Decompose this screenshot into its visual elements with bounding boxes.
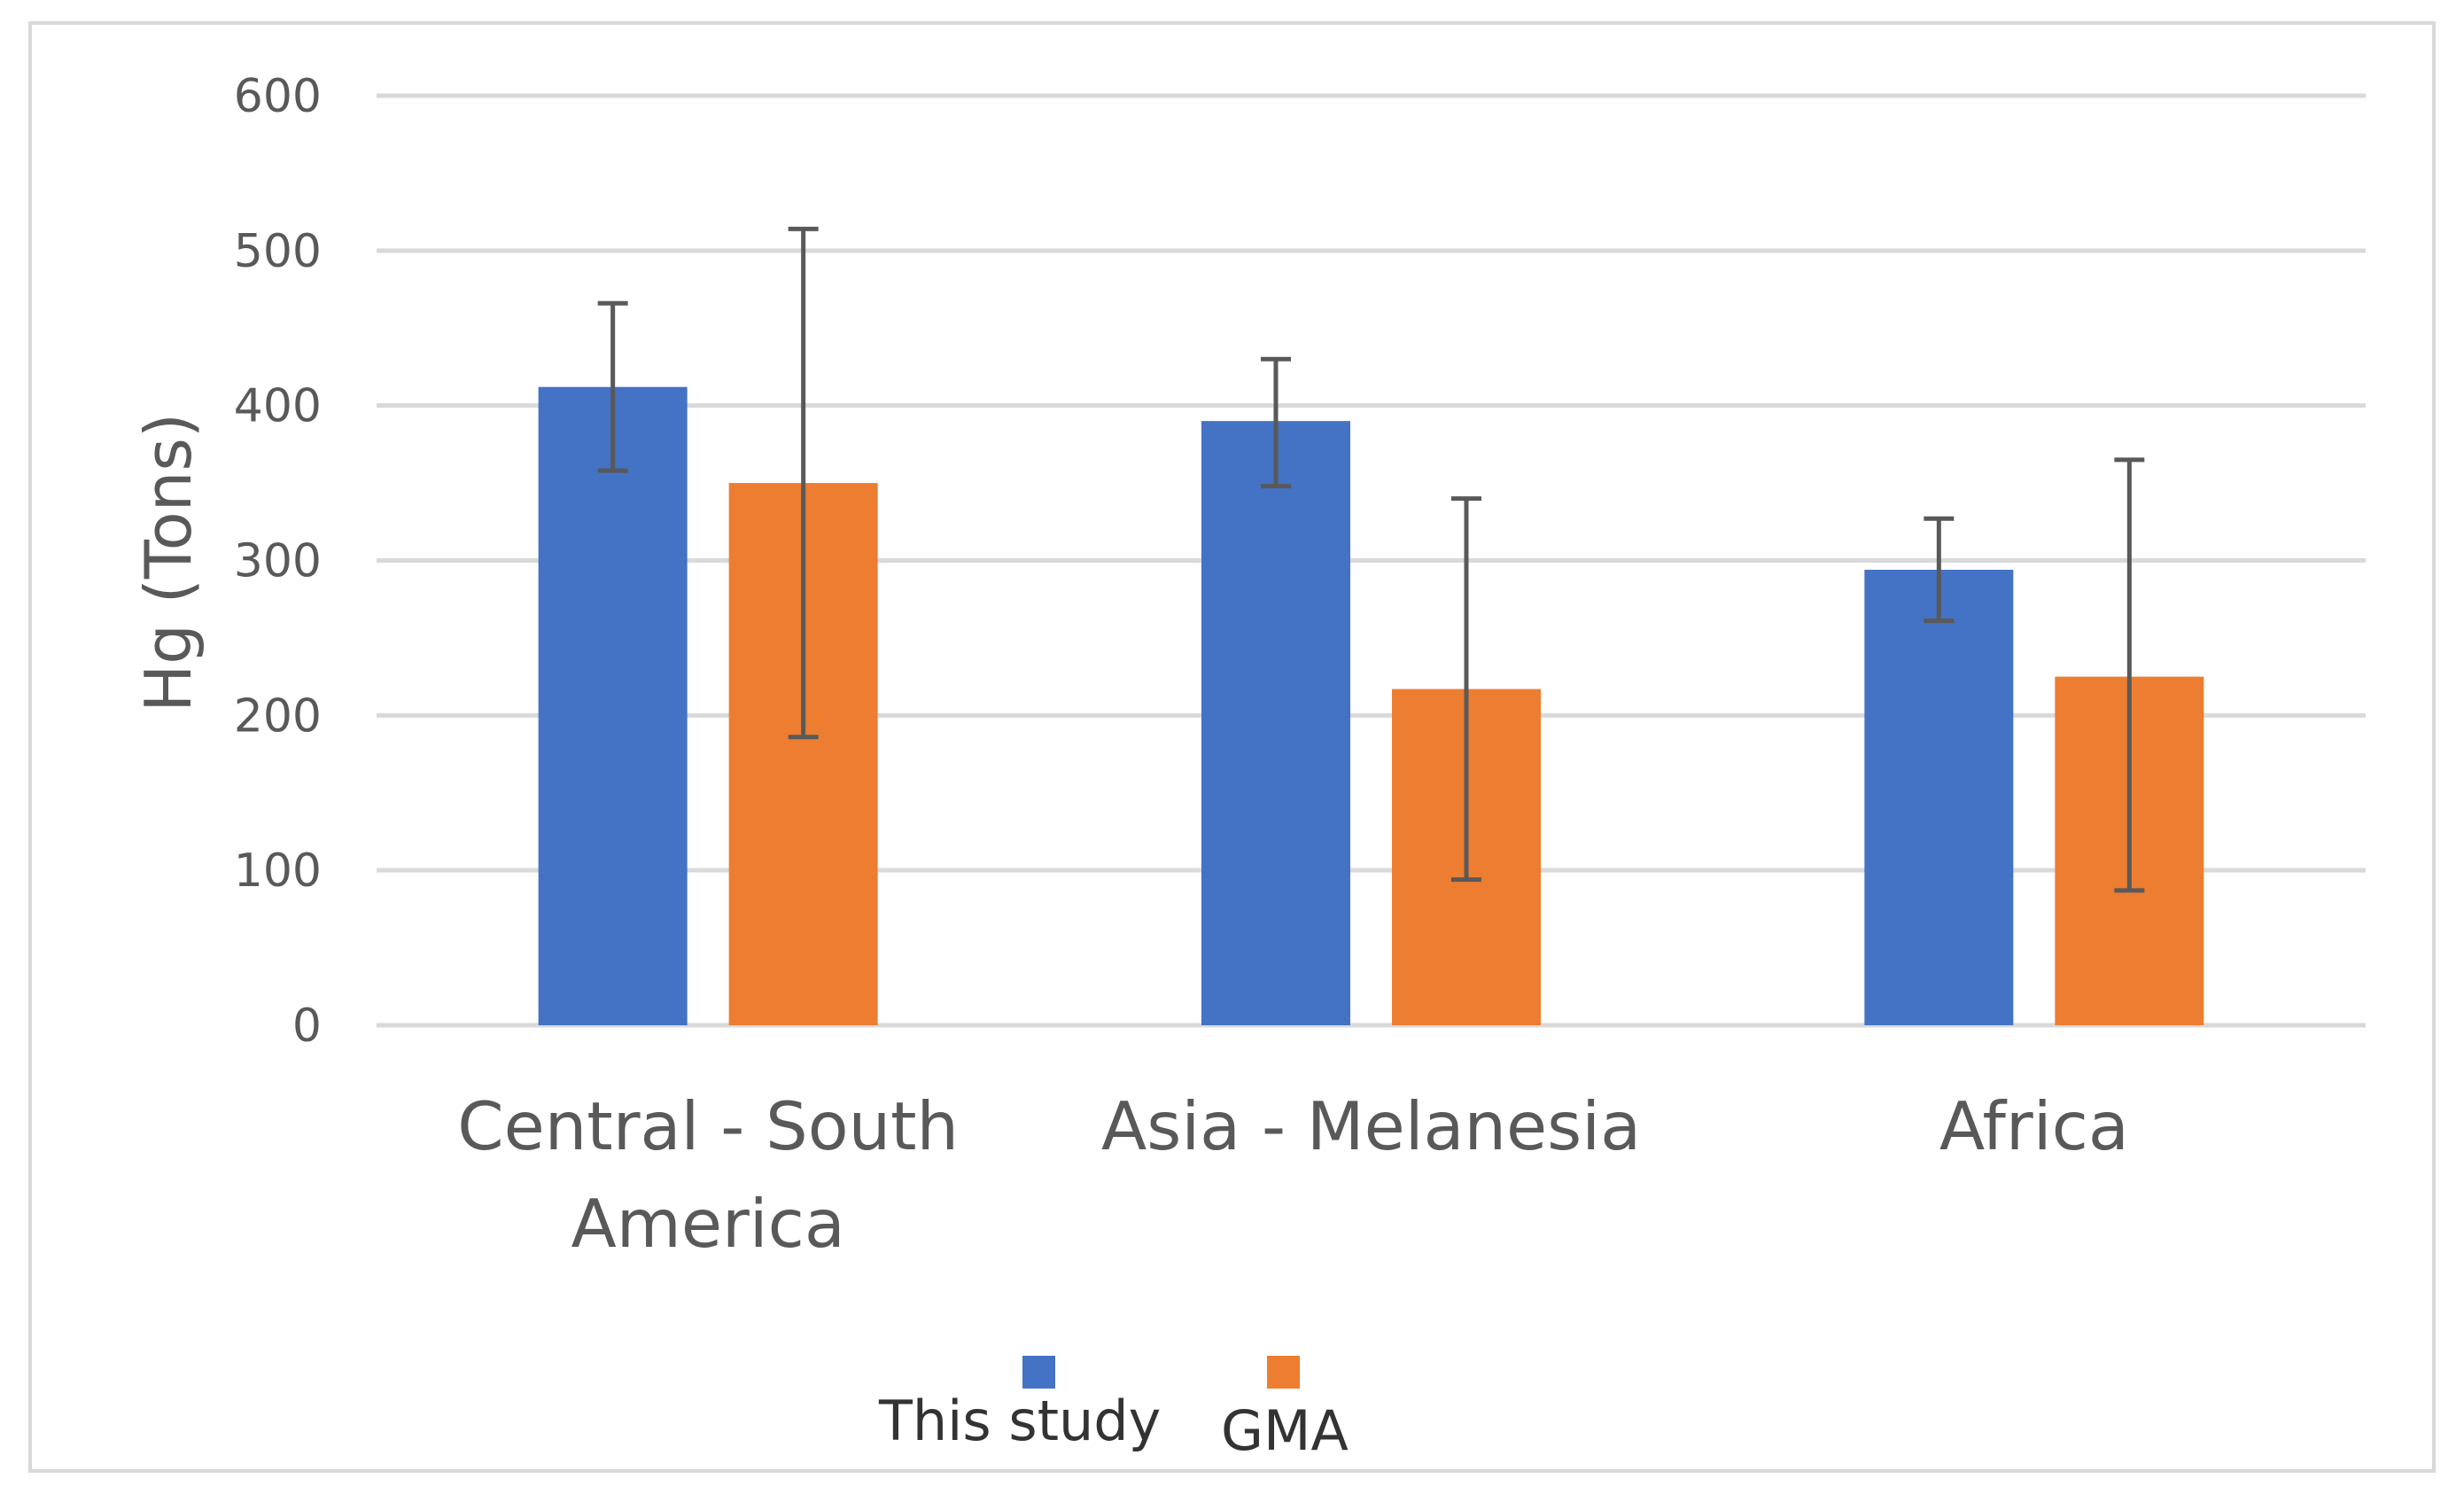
y-tick-label: 500 [234, 225, 322, 278]
bar-this-study-1 [538, 386, 688, 1026]
legend-swatch [1022, 1356, 1055, 1389]
y-tick-label: 400 [234, 380, 322, 433]
y-tick-label: 300 [234, 535, 322, 588]
x-axis-category-labels: Central - South America Asia - Melanesia Af… [457, 1087, 2129, 1263]
error-bar-gma-2 [1451, 496, 1481, 883]
error-bar-this-study-3 [1924, 516, 1955, 624]
error-bar-gma-3 [2114, 457, 2145, 893]
error-bar-this-study-1 [597, 300, 628, 473]
legend-label: GMA [1221, 1398, 1349, 1463]
x-category-label: Africa [1939, 1087, 2129, 1165]
error-bar-this-study-2 [1261, 356, 1291, 489]
y-tick-label: 200 [234, 689, 322, 743]
y-axis-tick-labels: 0 100 200 300 400 500 600 [234, 70, 322, 1053]
legend-item-this-study: This study [878, 1356, 1161, 1453]
bars [538, 386, 2204, 1026]
y-axis-title: Hg (Tons) [131, 413, 206, 712]
y-tick-label: 600 [234, 70, 322, 123]
legend: This study GMA [878, 1356, 1349, 1463]
error-bar-gma-1 [788, 226, 819, 740]
error-bars [597, 226, 2145, 893]
gridlines [377, 93, 2366, 1028]
y-tick-label: 0 [292, 1000, 322, 1053]
bar-this-study-2 [1201, 421, 1350, 1025]
x-category-label: America [571, 1185, 844, 1263]
legend-label: This study [878, 1389, 1161, 1453]
y-tick-label: 100 [234, 844, 322, 898]
legend-swatch [1267, 1356, 1300, 1389]
bar-this-study-3 [1864, 569, 2014, 1025]
x-category-label: Central - South [457, 1087, 959, 1165]
x-category-label: Asia - Melanesia [1101, 1087, 1641, 1165]
legend-item-gma: GMA [1221, 1356, 1349, 1463]
